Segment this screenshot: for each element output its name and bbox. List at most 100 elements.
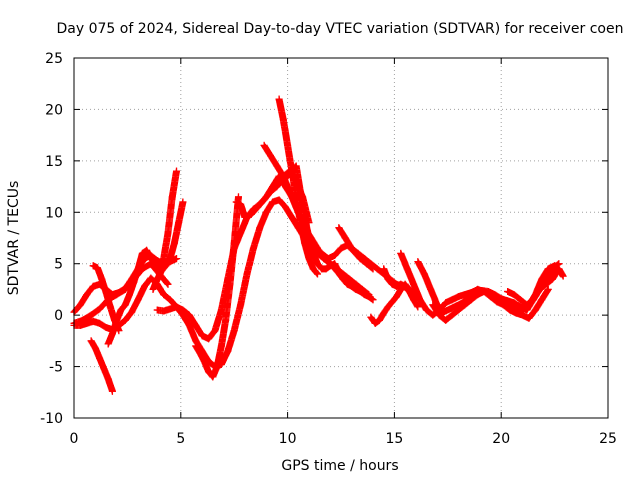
data-point <box>130 278 138 286</box>
data-point <box>213 363 221 371</box>
data-point <box>401 282 409 290</box>
data-point <box>348 244 356 252</box>
data-point <box>373 265 381 273</box>
data-point <box>429 311 437 319</box>
data-point <box>474 291 482 299</box>
data-point <box>126 291 134 299</box>
data-point <box>151 260 159 268</box>
data-point <box>348 282 356 290</box>
data-point <box>446 305 454 313</box>
series-arc-7 <box>89 262 123 335</box>
data-point <box>211 327 219 335</box>
series-arc-9 <box>192 193 242 381</box>
data-point <box>147 255 155 263</box>
data-point <box>427 285 435 293</box>
data-point <box>279 116 287 124</box>
data-point <box>237 200 245 208</box>
data-point <box>205 335 213 343</box>
data-point <box>237 301 245 309</box>
data-point <box>454 293 462 301</box>
data-point <box>544 285 552 293</box>
data-point <box>232 198 240 206</box>
data-point <box>106 303 114 311</box>
data-point <box>140 282 148 290</box>
data-point <box>414 258 422 266</box>
data-point <box>448 311 456 319</box>
data-point <box>335 224 343 232</box>
data-point <box>388 280 396 288</box>
data-point <box>87 311 95 319</box>
data-point <box>393 293 401 301</box>
data-point <box>516 303 524 311</box>
data-point <box>224 347 232 355</box>
x-tick-label: 0 <box>70 431 79 447</box>
series-arc-19 <box>429 285 552 324</box>
data-point <box>143 246 151 254</box>
x-tick-label: 15 <box>385 431 403 447</box>
y-tick-label: 5 <box>54 257 63 273</box>
data-point <box>192 321 200 329</box>
data-point <box>149 285 157 293</box>
data-point <box>166 305 174 313</box>
data-point <box>117 306 125 314</box>
data-point <box>96 319 104 327</box>
data-point <box>410 280 418 288</box>
data-point <box>153 306 161 314</box>
axis-ticks <box>73 57 609 419</box>
data-point <box>115 327 123 335</box>
data-point <box>164 280 172 288</box>
data-point <box>393 282 401 290</box>
data-point <box>542 280 550 288</box>
data-point <box>104 340 112 348</box>
data-point <box>356 287 364 295</box>
series-arc-5 <box>149 198 187 293</box>
data-point <box>499 301 507 309</box>
data-point <box>200 357 208 365</box>
data-point <box>461 301 469 309</box>
data-point <box>305 255 313 263</box>
x-tick-label: 20 <box>492 431 510 447</box>
data-point <box>249 244 257 252</box>
data-point <box>179 306 187 314</box>
data-point <box>519 311 527 319</box>
data-point <box>158 267 166 275</box>
y-tick-label: 0 <box>54 308 63 324</box>
data-point <box>529 296 537 304</box>
data-point <box>198 332 206 340</box>
data-point <box>360 255 368 263</box>
data-point <box>93 264 101 272</box>
data-point <box>309 265 317 273</box>
data-point <box>96 354 104 362</box>
data-point <box>331 260 339 268</box>
data-point <box>205 368 213 376</box>
data-point <box>322 265 330 273</box>
data-point <box>166 296 174 304</box>
data-point <box>96 305 104 313</box>
data-point <box>284 141 292 149</box>
data-point <box>354 249 362 257</box>
data-point <box>222 316 230 324</box>
data-point <box>138 249 146 257</box>
data-point <box>102 323 110 331</box>
data-point <box>160 291 168 299</box>
data-point <box>487 293 495 301</box>
data-point <box>512 309 520 317</box>
data-point <box>230 239 238 247</box>
data-point <box>121 301 129 309</box>
data-point <box>226 280 234 288</box>
data-point <box>247 210 255 218</box>
data-point <box>523 301 531 309</box>
x-tick-label: 5 <box>176 431 185 447</box>
data-point <box>273 162 281 170</box>
data-point <box>343 280 351 288</box>
data-point <box>260 141 268 149</box>
x-axis-label: GPS time / hours <box>281 458 398 474</box>
data-point <box>192 342 200 350</box>
data-point <box>510 299 518 307</box>
data-point <box>275 196 283 204</box>
data-point <box>506 306 514 314</box>
data-point <box>128 308 136 316</box>
plot-frame <box>73 57 609 419</box>
data-point <box>241 213 249 221</box>
